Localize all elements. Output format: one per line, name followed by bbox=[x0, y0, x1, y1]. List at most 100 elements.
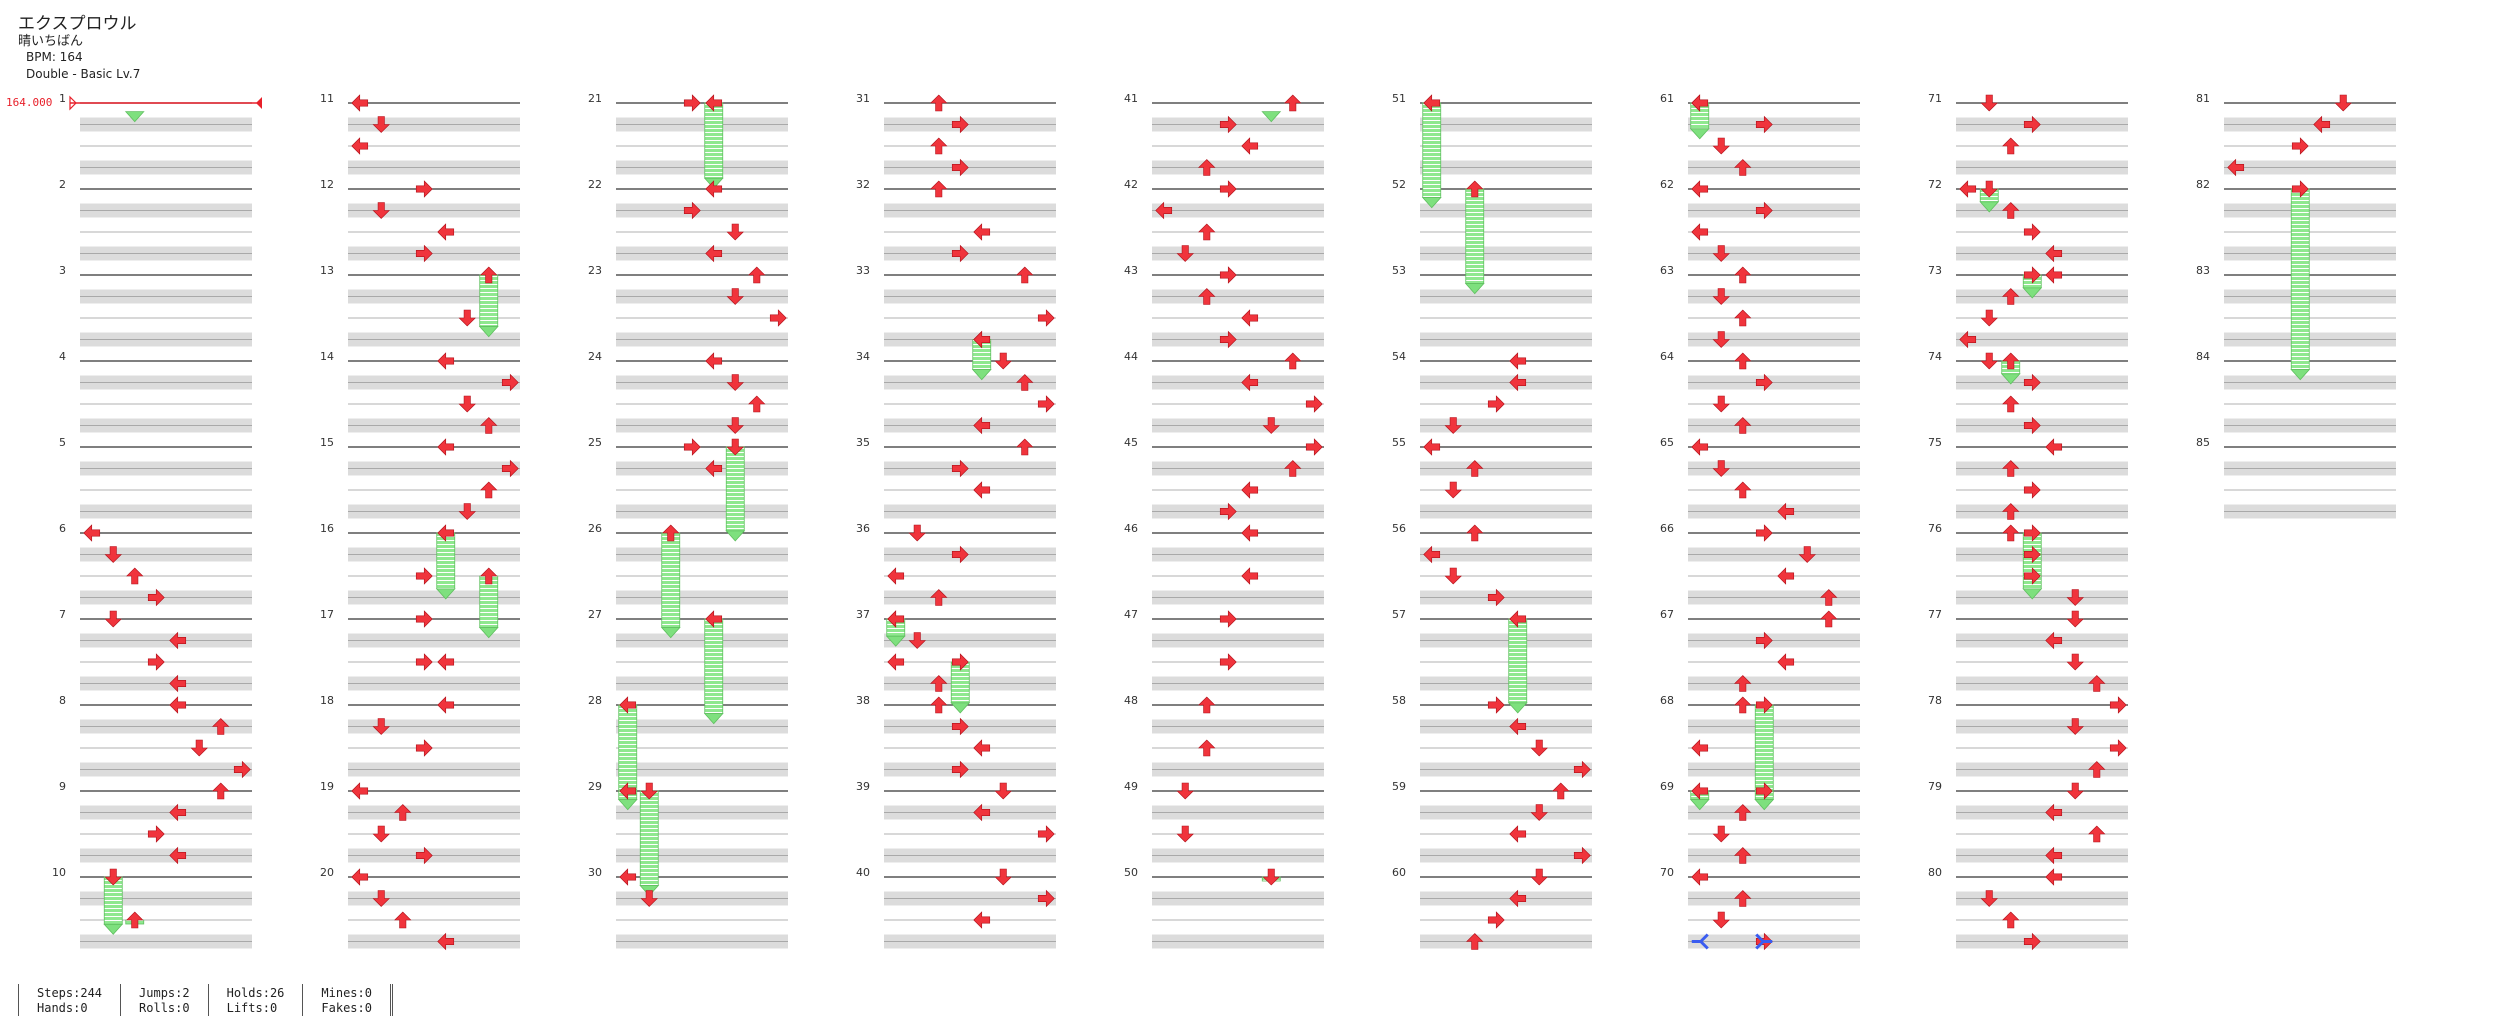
measure-number: 24 bbox=[588, 350, 602, 363]
hold-head-down bbox=[1262, 868, 1280, 886]
measure-number: 77 bbox=[1928, 608, 1942, 621]
tap-arrow-right bbox=[2109, 696, 2127, 714]
tap-arrow-left bbox=[1959, 180, 1977, 198]
tap-arrow-left bbox=[1241, 309, 1259, 327]
tap-arrow-left bbox=[1691, 94, 1709, 112]
tap-arrow-left bbox=[973, 803, 991, 822]
tap-arrow-left bbox=[2045, 803, 2063, 822]
hold-head-left bbox=[437, 524, 455, 542]
tap-arrow-up bbox=[1734, 696, 1752, 714]
measure-28: 28 bbox=[588, 694, 788, 777]
measure-4: 4 bbox=[59, 350, 252, 433]
chart-difficulty: Double - Basic Lv.7 bbox=[26, 67, 141, 81]
tap-arrow-left bbox=[437, 932, 455, 951]
tap-arrow-up bbox=[1734, 159, 1752, 176]
tap-arrow-down bbox=[1444, 481, 1462, 499]
tap-arrow-up bbox=[1734, 352, 1752, 370]
tap-arrow-left bbox=[1777, 502, 1795, 521]
tap-arrow-down bbox=[726, 417, 744, 434]
tap-arrow-down bbox=[1262, 417, 1280, 434]
tap-arrow-right bbox=[1219, 266, 1237, 284]
measure-number: 10 bbox=[52, 866, 66, 879]
hold-body bbox=[1422, 102, 1442, 198]
tap-arrow-up bbox=[1284, 94, 1302, 112]
measure-number: 43 bbox=[1124, 264, 1138, 277]
tap-arrow-left bbox=[169, 631, 187, 650]
measure-72: 72 bbox=[1928, 178, 2128, 261]
tap-arrow-down bbox=[1712, 245, 1730, 262]
stat-jumps: Jumps:2 bbox=[139, 986, 190, 1000]
tap-arrow-up bbox=[1734, 675, 1752, 692]
measure-number: 40 bbox=[856, 866, 870, 879]
hold-head-down bbox=[104, 868, 122, 886]
bpm-marker-end bbox=[256, 97, 262, 109]
tap-arrow-up bbox=[1820, 610, 1838, 628]
tap-arrow-up bbox=[1198, 739, 1216, 757]
measure-number: 33 bbox=[856, 264, 870, 277]
tap-arrow-right bbox=[1573, 760, 1591, 779]
stat-holds: Holds:26 bbox=[226, 986, 285, 1000]
tap-arrow-right bbox=[2023, 932, 2041, 951]
hold-body bbox=[704, 618, 724, 714]
stats-holds-lifts: Holds:26 Lifts:0 bbox=[207, 984, 303, 1016]
tap-arrow-right bbox=[951, 760, 969, 779]
measure-number: 62 bbox=[1660, 178, 1674, 191]
tap-arrow-right bbox=[1305, 395, 1323, 413]
measure-67: 67 bbox=[1660, 608, 1860, 691]
measure-number: 74 bbox=[1928, 350, 1942, 363]
tap-arrow-up bbox=[1734, 804, 1752, 821]
tap-arrow-right bbox=[683, 94, 701, 112]
measure-number: 47 bbox=[1124, 608, 1138, 621]
tap-arrow-up bbox=[1198, 288, 1216, 305]
tap-arrow-down bbox=[1712, 288, 1730, 305]
measure-46: 46 bbox=[1124, 522, 1324, 605]
tap-arrow-up bbox=[930, 696, 948, 714]
tap-arrow-down bbox=[908, 524, 926, 542]
measure-31: 31 bbox=[856, 92, 1056, 175]
hold-head-right bbox=[2023, 266, 2041, 284]
measure-52: 52 bbox=[1392, 178, 1592, 261]
measure-number: 27 bbox=[588, 608, 602, 621]
tap-arrow-up bbox=[1734, 309, 1752, 327]
hold-tail bbox=[725, 530, 746, 542]
tap-arrow-up bbox=[1734, 481, 1752, 499]
hold-body bbox=[704, 102, 724, 179]
hold-note bbox=[103, 868, 124, 935]
tap-arrow-down bbox=[1712, 911, 1730, 929]
hold-note bbox=[617, 696, 638, 811]
tap-arrow-left bbox=[169, 803, 187, 822]
measure-number: 49 bbox=[1124, 780, 1138, 793]
measure-number: 80 bbox=[1928, 866, 1942, 879]
measure-number: 20 bbox=[320, 866, 334, 879]
tap-arrow-right bbox=[1755, 631, 1773, 650]
tap-arrow-left bbox=[705, 352, 723, 370]
tap-arrow-right bbox=[233, 760, 251, 779]
measure-85: 85 bbox=[2196, 436, 2396, 519]
tap-arrow-left bbox=[1691, 739, 1709, 757]
measure-2: 2 bbox=[59, 178, 252, 261]
lift-arrow-right bbox=[1755, 933, 1773, 950]
tap-arrow-right bbox=[1487, 696, 1505, 714]
hold-note bbox=[478, 567, 499, 639]
tap-arrow-right bbox=[1037, 825, 1055, 843]
hold-note bbox=[2022, 266, 2043, 299]
tap-arrow-down bbox=[1712, 137, 1730, 155]
hold-head-left bbox=[619, 696, 637, 714]
stats-mines-fakes: Mines:0 Fakes:0 bbox=[302, 984, 390, 1016]
hold-tail bbox=[660, 627, 681, 639]
measure-73: 73 bbox=[1928, 264, 2128, 347]
tap-arrow-down bbox=[640, 890, 658, 907]
tap-arrow-right bbox=[147, 825, 165, 843]
tap-arrow-left bbox=[705, 459, 723, 478]
tap-arrow-left bbox=[887, 567, 905, 585]
tap-arrow-right bbox=[1219, 180, 1237, 198]
tap-arrow-left bbox=[1777, 653, 1795, 671]
measure-43: 43 bbox=[1124, 264, 1324, 347]
tap-arrow-right bbox=[1037, 889, 1055, 908]
hold-head-up bbox=[2002, 352, 2020, 370]
measure-17: 17 bbox=[320, 608, 520, 691]
hold-note bbox=[660, 524, 681, 639]
hold-tail bbox=[885, 635, 906, 647]
tap-arrow-up bbox=[930, 137, 948, 155]
